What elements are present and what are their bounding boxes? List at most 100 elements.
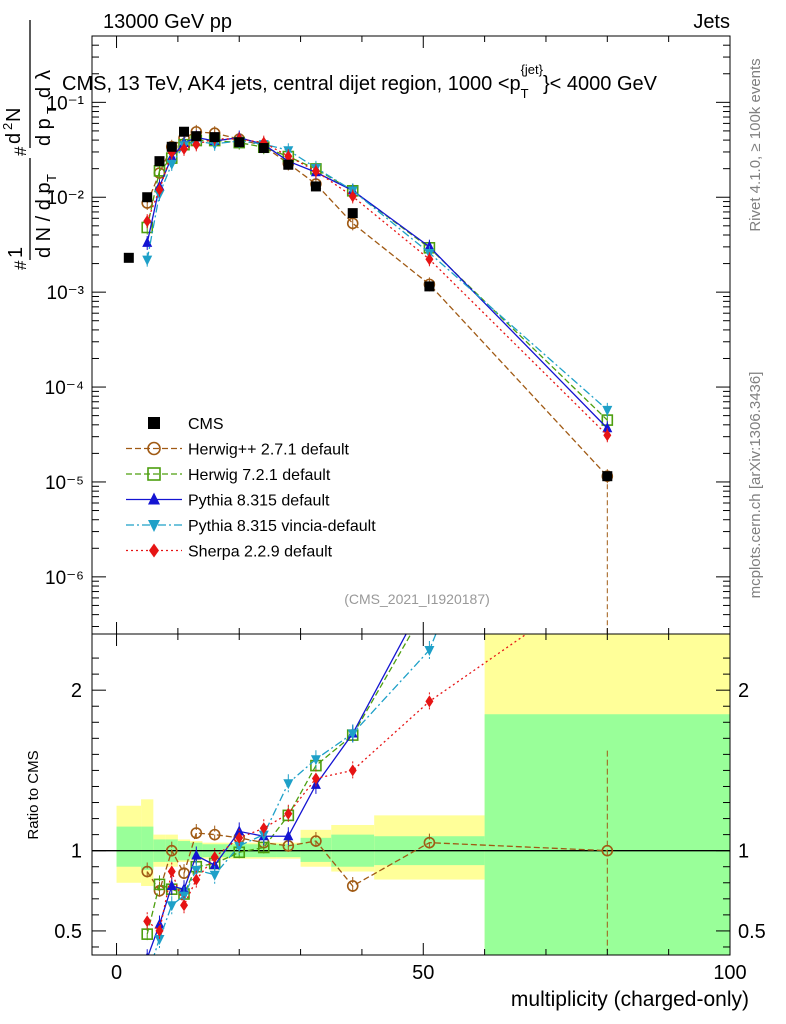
series-point-ratio — [347, 729, 358, 740]
series-point-ratio — [153, 878, 166, 891]
ratio-uncertainty-bands — [92, 634, 730, 955]
legend-marker — [149, 543, 159, 558]
y-tick-label-ratio-left: 0.5 — [54, 921, 82, 943]
svg-text:2: 2 — [0, 123, 15, 130]
series-point-ratio — [235, 831, 244, 844]
series-point-top — [142, 255, 153, 266]
x-tick-label: 100 — [713, 962, 746, 984]
y-tick-label-top: 10⁻³ — [47, 283, 85, 304]
y-tick-label-top: 10⁻¹ — [47, 93, 85, 114]
legend-label: Pythia 8.315 default — [188, 493, 330, 510]
y-axis-label-top: # 1 d N / d p T # d 2 N d p T d λ — [0, 20, 59, 270]
series-point-ratio — [310, 835, 322, 847]
series-point-ratio — [424, 646, 435, 657]
series-point-top — [155, 183, 164, 196]
legend-label-cms: CMS — [188, 416, 224, 433]
svg-text:T: T — [44, 174, 59, 182]
cms-point — [154, 156, 165, 167]
stat-band-bin — [116, 826, 142, 867]
svg-text:d p: d p — [33, 118, 55, 146]
cms-point — [258, 143, 269, 154]
legend-marker-cms — [148, 417, 160, 429]
header-left: 13000 GeV pp — [103, 11, 232, 33]
legend: CMS Herwig++ 2.7.1 default Herwig 7.2.1 de… — [126, 416, 376, 561]
series-point-ratio — [284, 807, 293, 820]
y-tick-label-ratio-left: 2 — [71, 680, 82, 702]
rivet-version-label: Rivet 4.1.0, ≥ 100k events — [747, 58, 764, 231]
plot-title: CMS, 13 TeV, AK4 jets, central dijet reg… — [62, 62, 658, 101]
legend-marker — [147, 441, 161, 456]
y-tick-label-ratio-right: 2 — [738, 680, 749, 702]
series-point-top — [284, 150, 293, 163]
mcplots-source-label: mcplots.cern.ch [arXiv:1306.3436] — [747, 372, 764, 599]
series-point-ratio — [423, 836, 436, 849]
series-point-ratio — [283, 830, 294, 841]
x-tick-label: 0 — [111, 962, 122, 984]
y-tick-label-ratio-right: 0.5 — [738, 921, 766, 943]
ratio-panel-frame — [91, 633, 731, 956]
legend-marker — [148, 492, 160, 505]
cms-data-points — [123, 126, 613, 482]
series-point-ratio — [145, 952, 149, 955]
series-point-top — [346, 217, 359, 230]
series-point-ratio — [348, 764, 357, 777]
series-point-ratio — [192, 873, 201, 886]
y-tick-label-top: 10⁻² — [47, 188, 85, 209]
cms-point — [209, 132, 220, 143]
series-point-ratio — [346, 880, 359, 892]
series-line-top — [146, 138, 608, 436]
series-line-top — [146, 139, 608, 421]
series-point-ratio — [141, 865, 154, 878]
axes: 0 50 100 10⁻⁶ 10⁻⁵ 10⁻⁴ 10⁻³ 10⁻² 10⁻¹ 0.5 0.5 1 1 2 2 — [45, 35, 766, 984]
legend-label: Herwig 7.2.1 default — [188, 467, 331, 484]
series-point-ratio — [209, 870, 220, 881]
cms-point — [310, 181, 321, 192]
series-point-ratio — [210, 851, 219, 864]
series-point-top — [603, 429, 612, 442]
svg-text:d N / d p: d N / d p — [33, 182, 55, 258]
x-tick-label: 50 — [412, 962, 434, 984]
series-point-ratio — [178, 867, 190, 879]
series-point-top — [425, 253, 434, 266]
legend-label: Sherpa 2.2.9 default — [188, 544, 333, 561]
x-axis-label: multiplicity (charged-only) — [511, 988, 749, 1011]
series-line-top — [146, 140, 608, 411]
cms-point — [602, 471, 613, 482]
series-point-ratio — [166, 879, 177, 890]
series-point-ratio — [602, 205, 612, 215]
series-point-top — [166, 159, 177, 170]
legend-marker — [147, 467, 161, 481]
series-point-ratio — [155, 924, 164, 937]
series-point-top — [192, 138, 201, 151]
series-point-ratio — [190, 827, 203, 839]
y-tick-label-ratio-right: 1 — [738, 841, 749, 863]
series-point-ratio — [143, 915, 152, 928]
series-point-ratio — [180, 899, 189, 912]
series-point-top — [180, 142, 189, 155]
cms-point — [234, 137, 245, 148]
series-point-top — [602, 422, 613, 433]
cms-point — [142, 192, 153, 203]
header-right: Jets — [693, 11, 730, 33]
ratio-panel-series — [141, 205, 614, 955]
cms-point — [191, 131, 202, 142]
svg-text:d: d — [3, 133, 25, 144]
legend-label: Herwig++ 2.7.1 default — [188, 442, 350, 459]
svg-text:1: 1 — [5, 247, 27, 258]
y-axis-label-ratio: Ratio to CMS — [25, 750, 42, 839]
series-point-ratio — [601, 844, 614, 857]
svg-text:#: # — [11, 146, 30, 156]
y-tick-label-top: 10⁻⁶ — [45, 568, 84, 589]
series-point-ratio — [208, 828, 221, 841]
series-point-ratio — [166, 901, 177, 912]
svg-text:λ: λ — [33, 70, 55, 80]
cms-point — [166, 141, 177, 152]
stat-band-bin — [141, 826, 154, 870]
series-point-top — [311, 165, 320, 178]
y-tick-label-ratio-left: 1 — [71, 841, 82, 863]
series-point-ratio — [154, 934, 165, 945]
series-point-top — [142, 236, 153, 247]
cms-point — [424, 281, 435, 292]
cms-point — [123, 252, 134, 263]
